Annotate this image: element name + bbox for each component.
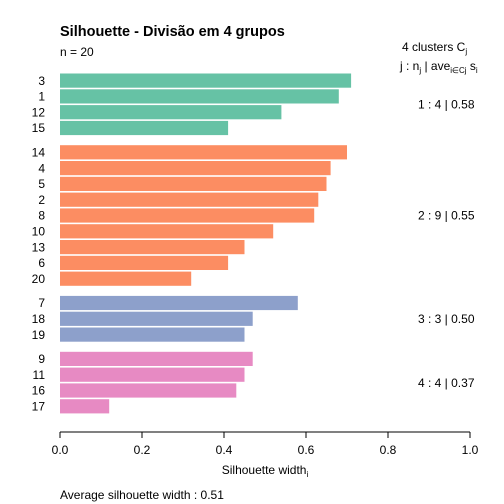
observation-label: 2 (38, 193, 45, 207)
cluster-summary-labels: 1 : 4 | 0.58 2 : 9 | 0.55 3 : 3 | 0.50 4 : … (418, 98, 475, 390)
x-axis-tick-label: 0.0 (52, 443, 69, 457)
observation-label: 15 (32, 121, 46, 135)
observation-label: 6 (38, 256, 45, 270)
silhouette-bar (60, 295, 298, 311)
observation-label: 3 (38, 74, 45, 88)
silhouette-bar (60, 89, 339, 104)
observation-label: 20 (32, 272, 46, 286)
silhouette-bar (60, 161, 331, 176)
observation-label: 16 (32, 384, 46, 398)
observation-label: 8 (38, 209, 45, 223)
silhouette-bar (60, 176, 327, 191)
chart-title: Silhouette - Divisão em 4 grupos (60, 24, 285, 40)
silhouette-bar (60, 255, 229, 270)
silhouette-bar (60, 327, 245, 342)
observation-label: 1 (38, 90, 45, 104)
observation-label: 4 (38, 161, 45, 175)
bars-group (60, 73, 352, 414)
sample-size-label: n = 20 (60, 45, 94, 59)
silhouette-bar (60, 311, 253, 326)
x-axis: 0.0 0.2 0.4 0.6 0.8 1.0 (52, 431, 479, 457)
silhouette-bar (60, 351, 253, 366)
legend-header: 4 clusters Cj j : nj | avei∈Cj si (399, 40, 478, 75)
silhouette-bar (60, 208, 315, 223)
observation-label: 12 (32, 105, 46, 119)
silhouette-bar (60, 399, 110, 414)
silhouette-bar (60, 120, 229, 136)
x-axis-label: Silhouette widthi (222, 463, 309, 479)
observation-label: 10 (32, 225, 46, 239)
observation-label: 13 (32, 240, 46, 254)
observation-label: 5 (38, 177, 45, 191)
cluster-summary-label: 4 : 4 | 0.37 (418, 376, 475, 390)
silhouette-bar (60, 192, 319, 207)
x-axis-tick-label: 0.2 (134, 443, 151, 457)
observation-label: 11 (33, 368, 46, 382)
cluster-summary-label: 1 : 4 | 0.58 (418, 98, 475, 112)
legend-clusters-line: 4 clusters Cj (402, 40, 467, 56)
silhouette-bar (60, 224, 274, 239)
observation-label: 9 (38, 352, 45, 366)
silhouette-bar (60, 73, 352, 88)
average-silhouette-footer: Average silhouette width : 0.51 (60, 488, 224, 502)
observation-label: 19 (32, 328, 46, 342)
silhouette-bar (60, 240, 245, 255)
x-axis-tick-label: 0.4 (216, 443, 233, 457)
legend-columns-line: j : nj | avei∈Cj si (399, 59, 478, 75)
silhouette-bar (60, 383, 237, 398)
cluster-summary-label: 2 : 9 | 0.55 (418, 209, 475, 223)
cluster-summary-label: 3 : 3 | 0.50 (418, 312, 475, 326)
silhouette-bar (60, 271, 192, 286)
observation-label: 14 (32, 146, 46, 160)
silhouette-bar (60, 145, 347, 160)
x-axis-tick-label: 0.8 (380, 443, 397, 457)
x-axis-tick-label: 1.0 (462, 443, 479, 457)
observation-label: 7 (38, 296, 45, 310)
x-axis-tick-label: 0.6 (298, 443, 315, 457)
silhouette-bar (60, 367, 245, 382)
observation-label: 18 (32, 312, 46, 326)
silhouette-bar (60, 105, 282, 120)
observation-label: 17 (32, 400, 46, 414)
